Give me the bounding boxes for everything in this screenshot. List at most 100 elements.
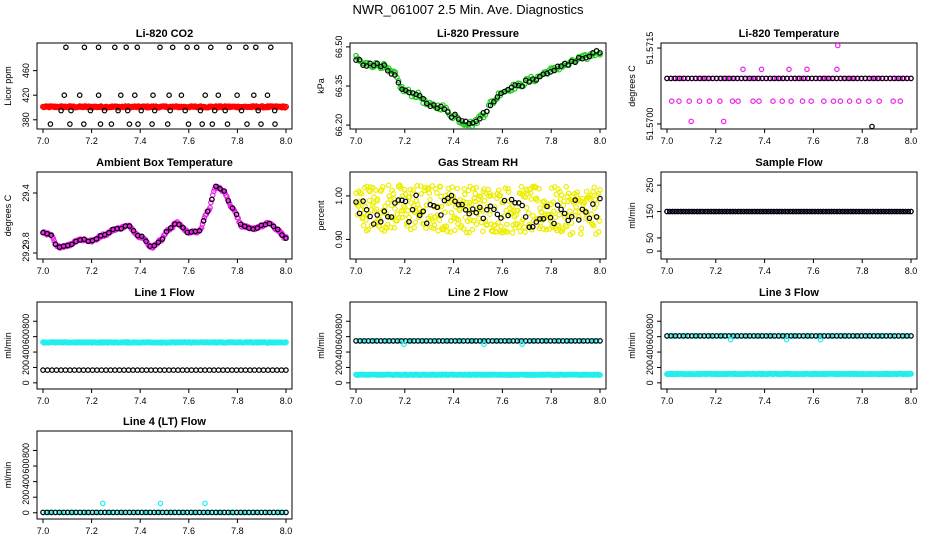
data-point [431, 222, 438, 229]
data-point [462, 214, 469, 221]
data-point [130, 367, 136, 373]
data-point [213, 183, 219, 190]
y-tick-label: 400 [334, 345, 344, 360]
data-point [469, 226, 476, 233]
chart-title: Line 3 Flow [759, 287, 819, 299]
data-point [180, 224, 186, 231]
x-tick-label: 7.6 [496, 266, 509, 276]
data-point [783, 336, 790, 343]
data-point [847, 208, 854, 215]
data-point [749, 208, 755, 215]
data-point [509, 203, 515, 210]
y-tick-label: 800 [21, 443, 31, 458]
data-point [409, 206, 416, 213]
data-point [151, 107, 158, 114]
data-point [157, 44, 163, 51]
y-axis-label: ml/min [3, 462, 13, 489]
data-point [360, 222, 367, 229]
data-point [196, 228, 203, 234]
data-point [762, 208, 769, 215]
data-point [266, 220, 273, 227]
data-point [548, 185, 555, 192]
data-point [795, 208, 802, 215]
data-point [473, 221, 480, 228]
data-point [530, 213, 536, 219]
data-point [697, 208, 703, 215]
data-point [566, 208, 573, 215]
data-point [487, 211, 493, 218]
x-tick-label: 7.0 [661, 396, 674, 406]
data-point [384, 338, 390, 344]
data-point [211, 367, 217, 373]
data-point [359, 338, 366, 344]
y-tick-label: 600 [334, 329, 344, 344]
x-tick-label: 7.8 [856, 396, 869, 406]
data-point [519, 202, 526, 209]
series-flow-ref [664, 208, 914, 215]
data-point [139, 233, 145, 240]
data-point [276, 509, 283, 516]
chart-panel-li-820-temperature: Li-820 Temperature degrees C 7.0 7.2 7.4 7.6 7… [627, 28, 918, 146]
data-point [834, 208, 840, 215]
data-point [466, 120, 473, 127]
data-point [675, 208, 681, 215]
data-point [776, 208, 783, 215]
data-point [497, 192, 504, 199]
data-point [817, 208, 824, 215]
x-tick-label: 7.0 [37, 526, 50, 536]
plot-frame [660, 301, 918, 390]
data-point [556, 211, 563, 218]
data-point [435, 228, 441, 234]
data-point [547, 214, 554, 221]
series-low [40, 367, 289, 373]
data-point [68, 107, 74, 114]
data-point [353, 199, 359, 205]
data-point [366, 197, 373, 204]
data-point [570, 200, 577, 206]
x-tick-label: 7.2 [399, 396, 412, 406]
data-point [200, 217, 207, 224]
data-point [754, 208, 761, 215]
data-point [790, 208, 796, 215]
data-point [512, 200, 518, 206]
data-point [727, 208, 733, 215]
data-point [494, 211, 501, 218]
data-point [540, 226, 547, 232]
data-point [279, 232, 285, 238]
data-point [899, 208, 906, 215]
data-point [112, 367, 118, 373]
data-point [254, 225, 261, 231]
data-point [908, 333, 914, 339]
data-point [166, 367, 172, 373]
data-point [820, 98, 827, 105]
data-point [452, 198, 458, 205]
data-point [71, 509, 77, 516]
series-peak [834, 42, 841, 49]
plot-frame [349, 171, 607, 260]
data-point [387, 196, 394, 203]
x-tick-label: 8.0 [280, 526, 293, 536]
data-point [770, 98, 776, 105]
x-tick-label: 7.6 [496, 396, 509, 406]
data-point [543, 226, 550, 233]
data-point [71, 367, 78, 373]
data-point [429, 183, 436, 189]
data-point [536, 185, 542, 192]
data-point [721, 208, 728, 215]
data-point [708, 208, 714, 215]
data-point [411, 224, 418, 231]
data-point [476, 215, 482, 222]
data-point [526, 224, 533, 231]
x-tick-label: 7.8 [231, 266, 244, 276]
data-point [76, 367, 82, 373]
data-point [455, 217, 462, 223]
data-point [269, 367, 276, 373]
data-point [176, 221, 182, 228]
data-point [682, 333, 689, 339]
data-point [363, 63, 370, 69]
data-point [374, 212, 381, 218]
x-tick-label: 7.4 [758, 136, 771, 146]
plot-frame [36, 171, 293, 260]
data-point [727, 336, 734, 343]
